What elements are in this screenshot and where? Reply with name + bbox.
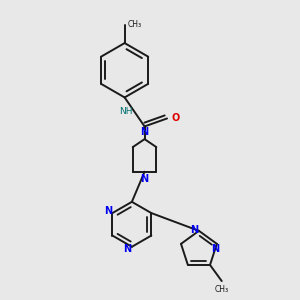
Text: CH₃: CH₃ [215, 285, 229, 294]
Text: CH₃: CH₃ [127, 20, 141, 29]
Text: N: N [140, 127, 148, 137]
Text: N: N [211, 244, 219, 254]
Text: N: N [123, 244, 131, 254]
Text: N: N [140, 174, 148, 184]
Text: N: N [103, 206, 112, 216]
Text: NH: NH [119, 107, 132, 116]
Text: O: O [171, 113, 180, 124]
Text: N: N [190, 225, 198, 235]
